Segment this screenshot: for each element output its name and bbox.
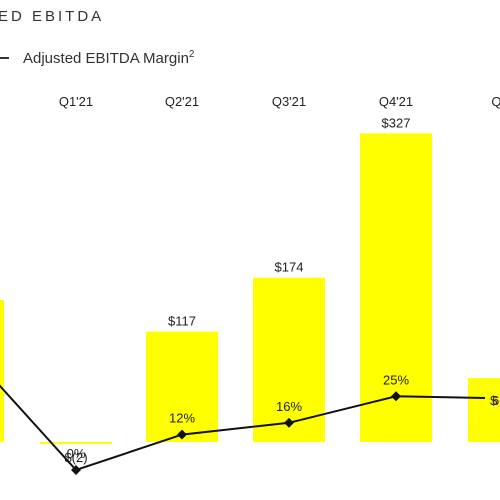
bar bbox=[468, 378, 500, 442]
bar-value-label: $(2) bbox=[64, 450, 87, 465]
margin-point bbox=[177, 429, 187, 440]
margin-value-label: 12% bbox=[169, 411, 195, 426]
bar bbox=[253, 277, 325, 442]
bar-value-label: $ bbox=[490, 393, 498, 408]
x-tick-label: Q3'21 bbox=[272, 94, 306, 109]
legend-series-name: Adjusted EBITDA Margin bbox=[23, 50, 189, 67]
bar-value-label: $174 bbox=[275, 260, 304, 275]
margin-line bbox=[0, 384, 486, 472]
x-tick-label: Q1 bbox=[491, 94, 500, 109]
legend-label: Adjusted EBITDA Margin2 bbox=[23, 49, 194, 67]
margin-value-label: 25% bbox=[383, 372, 409, 387]
margin-point bbox=[391, 391, 401, 402]
margin-value-label: 6 bbox=[492, 393, 499, 408]
x-tick-label: Q2'21 bbox=[165, 94, 199, 109]
bar-value-label: $327 bbox=[382, 115, 411, 130]
x-tick-label: Q1'21 bbox=[59, 94, 93, 109]
bar bbox=[146, 331, 218, 442]
bar-value-label: $117 bbox=[168, 314, 196, 329]
margin-value-label: 0% bbox=[67, 446, 86, 461]
margin-point bbox=[284, 417, 294, 428]
margin-value-label: 16% bbox=[276, 399, 302, 414]
legend-superscript: 2 bbox=[188, 49, 195, 60]
bar bbox=[0, 300, 4, 442]
bar bbox=[40, 442, 112, 444]
chart-title: ED EBITDA bbox=[0, 8, 105, 25]
bar bbox=[360, 133, 432, 442]
x-tick-label: Q4'21 bbox=[379, 94, 413, 109]
legend-line-swatch bbox=[0, 57, 9, 59]
